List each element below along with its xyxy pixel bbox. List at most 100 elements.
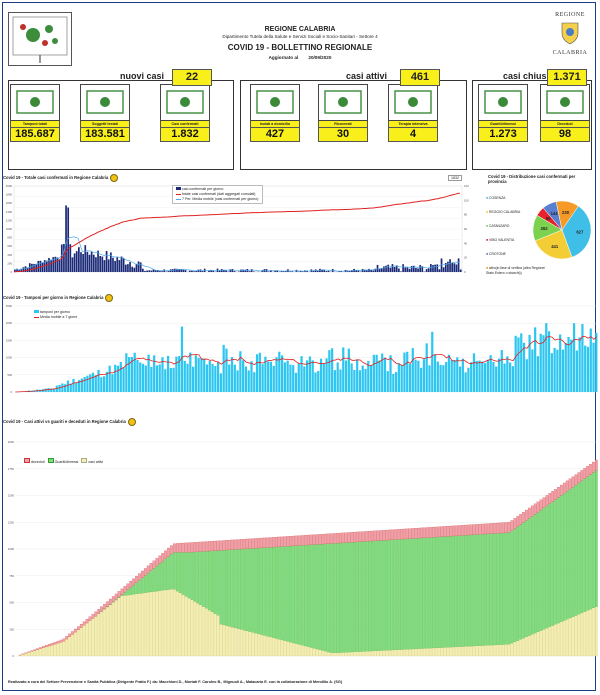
daily-bar [41,262,44,272]
daily-bar [368,268,370,272]
guariti-bar [178,552,182,593]
attivi-bar [21,654,25,657]
daily-bar [321,269,323,272]
guariti-bar [120,594,124,596]
attivi-bar [490,645,493,657]
guariti-bar [205,551,208,609]
guariti-bar [333,543,336,653]
tests-bar [303,366,306,392]
tests-bar [575,350,578,392]
tests-bar [230,357,234,392]
kpi-tile: Isolati a domicilio 427 [250,84,300,142]
deceduti-bar [196,542,199,552]
guariti-bar [362,541,365,652]
tests-bar [83,376,86,392]
daily-bar [248,271,251,272]
attivi-bar [574,615,578,657]
guariti-bar [190,552,194,600]
daily-bar [65,205,67,272]
deceduti-bar [68,633,71,637]
guariti-bar [309,544,313,648]
tests-bar [258,352,261,392]
daily-bar [78,247,80,272]
deceduti-bar [231,539,234,550]
tests-bar [147,354,150,392]
attivi-bar [493,644,496,657]
deceduti-bar [568,478,572,490]
tests-bar [319,358,323,392]
update-line: Aggiornato al 20/09/2020 [150,55,450,60]
guariti-bar [289,545,293,643]
tests-bar [378,360,381,392]
deceduti-bar [71,631,74,635]
guariti-bar [420,537,424,649]
legend-cumulative: totale casi confermati (dati aggregati c… [182,192,256,196]
attivi-bar [129,594,133,657]
attivi-bar [309,647,313,657]
daily-bar [325,271,328,272]
attivi-bar [91,618,95,657]
tests-bar [242,360,245,392]
daily-bar [250,269,253,272]
daily-bar [449,259,451,272]
daily-bar [103,260,106,272]
attivi-bar [39,648,42,657]
pie-legend-crotone: ■ CROTONE [486,252,506,256]
attivi-bar [452,646,456,657]
attivi-bar [589,609,592,657]
attivi-bar [222,624,226,657]
deceduti-bar [164,550,167,559]
deceduti-bar [542,497,546,509]
daily-bar [107,259,110,272]
tests-bar [470,362,473,392]
chart3-legend: deceduti Guariti/dimessi casi attivi [24,458,103,465]
attivi-bar [277,639,281,657]
guariti-bar [440,536,444,648]
daily-bar [327,270,330,272]
tests-bar [158,364,161,392]
tests-bar [122,367,125,392]
daily-bar [406,266,409,272]
tests-bar [247,370,250,392]
daily-bar [180,269,183,272]
deceduti-bar [303,535,307,546]
attivi-bar [536,631,540,657]
attivi-bar [414,648,418,657]
daily-bar [129,262,131,272]
deceduti-bar [501,522,505,534]
tests-bar [472,353,476,392]
deceduti-bar [405,528,409,539]
deceduti-bar [545,495,549,506]
daily-bar [63,243,65,272]
casi-attivi-label: casi attivi [346,71,388,81]
attivi-bar [344,652,348,657]
attivi-bar [496,644,499,657]
deceduti-bar [318,534,322,545]
attivi-bar [466,646,470,657]
daily-bar [58,259,61,272]
daily-bar [71,257,74,272]
tests-bar [408,363,412,392]
y-tick: 2000 [6,184,13,188]
daily-bar [191,270,193,272]
attivi-bar [27,652,31,657]
kpi-value: 98 [540,128,590,142]
attivi-bar [472,645,476,657]
attivi-bar [42,647,45,657]
deceduti-bar [257,538,261,549]
guariti-bar [525,520,528,637]
attivi-bar [554,624,557,657]
deceduti-bar [77,626,80,631]
attivi-bar [542,629,546,657]
y-tick: 1000 [6,356,13,360]
deceduti-bar [129,581,133,588]
deceduti-bar [85,619,89,624]
guariti-bar [260,547,264,635]
y-tick: 600 [7,244,12,248]
tests-bar [133,352,136,392]
deceduti-bar [44,645,48,648]
daily-bar [282,271,285,272]
guariti-bar [385,540,389,651]
attivi-bar [30,651,34,657]
guariti-bar [359,541,362,652]
